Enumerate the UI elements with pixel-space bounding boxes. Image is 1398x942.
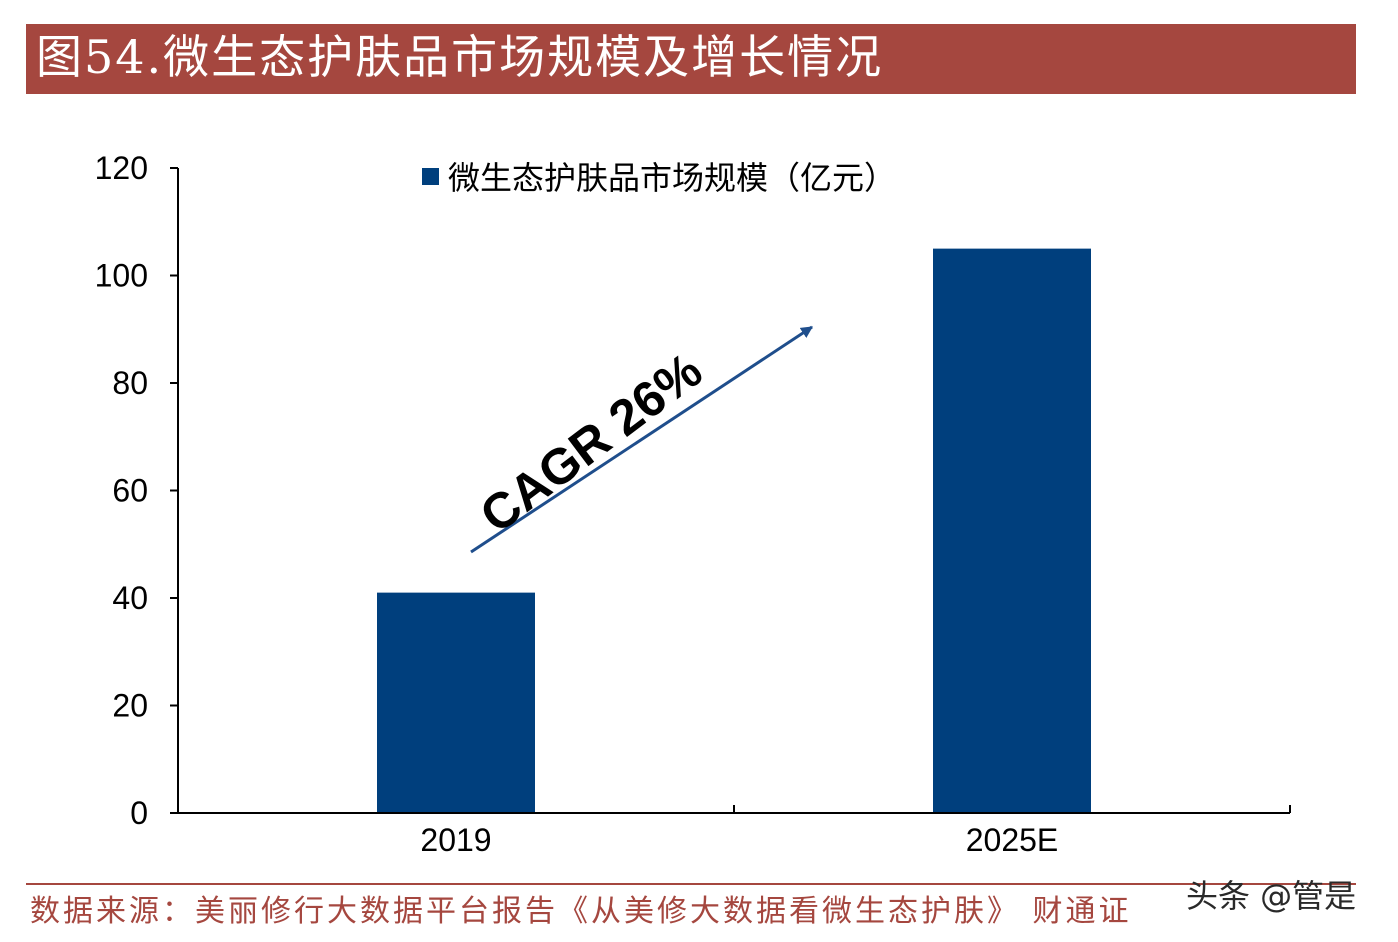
legend: 微生态护肤品市场规模（亿元）	[422, 159, 896, 197]
cagr-annotation: CAGR 26%	[470, 325, 814, 554]
bar-2019	[377, 592, 535, 813]
bar-2025E	[933, 248, 1091, 813]
y-tick-label: 80	[112, 365, 148, 401]
y-tick-label: 120	[95, 150, 148, 186]
x-tick-label: 2019	[420, 822, 491, 858]
legend-swatch	[422, 168, 439, 185]
y-tick-label: 20	[112, 688, 148, 724]
source-note: 数据来源：美丽修行大数据平台报告《从美修大数据看微生态护肤》 财通证	[30, 894, 1132, 929]
y-tick-label: 0	[130, 795, 148, 831]
bar-series	[377, 248, 1091, 813]
x-tick-label: 2025E	[966, 822, 1059, 858]
source-divider	[26, 883, 1356, 885]
title-bar: 图54.微生态护肤品市场规模及增长情况	[26, 24, 1356, 94]
legend-label: 微生态护肤品市场规模（亿元）	[448, 159, 896, 197]
y-tick-label: 40	[112, 580, 148, 616]
y-tick-label: 60	[112, 473, 148, 509]
watermark: 头条 @管是	[1186, 877, 1357, 915]
y-tick-label: 100	[95, 258, 148, 294]
y-axis: 0 20 40 60 80 100 120	[95, 150, 178, 831]
x-axis: 2019 2025E	[420, 805, 1291, 858]
chart-title: 图54.微生态护肤品市场规模及增长情况	[36, 30, 884, 84]
cagr-label: CAGR 26%	[470, 342, 712, 544]
cagr-arrow	[470, 325, 814, 554]
